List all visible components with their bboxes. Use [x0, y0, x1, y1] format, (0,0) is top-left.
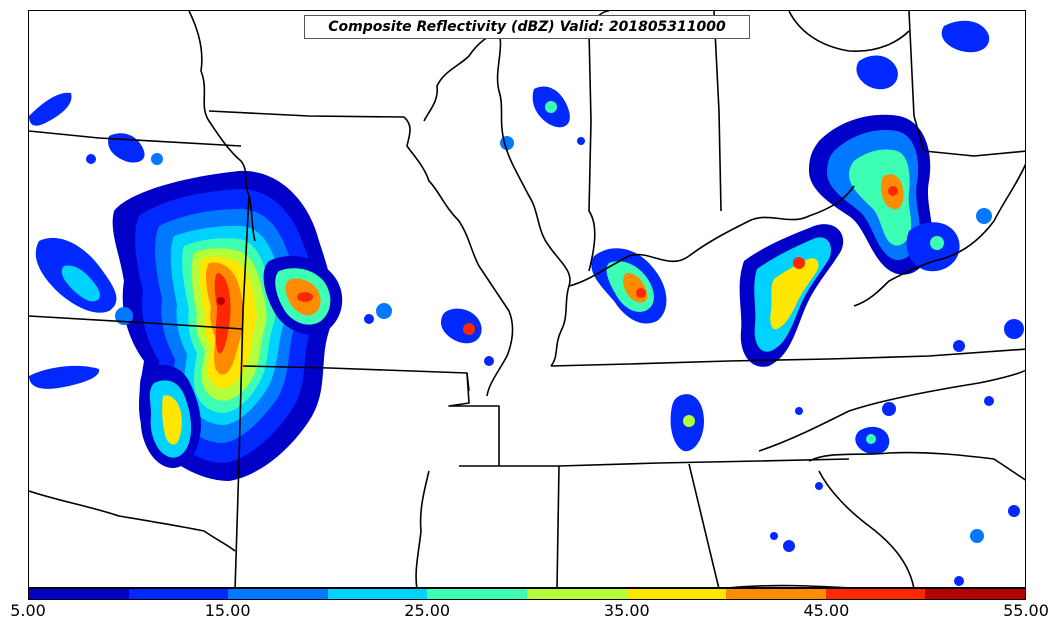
colorbar-segment-7: [726, 589, 826, 599]
boundary-illinois-river: [496, 30, 571, 367]
echo-northern-cluster: [108, 133, 145, 163]
echo-central-cell-outer: [441, 308, 482, 344]
echo-ne-top-2: [941, 20, 990, 53]
echo-ne-dot-1: [976, 208, 992, 224]
echo-se-9: [954, 576, 964, 586]
echo-southeast: [770, 396, 1020, 586]
boundary-mo-ar: [448, 372, 500, 466]
echo-ne-dot-2: [1004, 319, 1024, 339]
boundary-iowa-south: [208, 110, 405, 118]
echo-ohio-valley: [591, 248, 667, 324]
boundary-carolinas: [808, 451, 1025, 481]
echo-se-5: [1008, 505, 1020, 517]
boundary-ohio-river: [568, 185, 855, 287]
colorbar-tick-label: 15.00: [204, 601, 251, 620]
echo-se-10: [815, 482, 823, 490]
echo-southwest-arm-core: [162, 395, 182, 445]
colorbar-tick-label: 25.00: [404, 601, 451, 620]
colorbar-segment-5: [526, 589, 627, 599]
echo-se-4: [984, 396, 994, 406]
echo-western-complex: [29, 92, 392, 482]
radar-echoes: [29, 20, 1024, 586]
reflectivity-map: [28, 10, 1026, 588]
echo-se-3: [795, 407, 803, 415]
boundary-kentucky-tn: [550, 348, 1025, 367]
colorbar-segment-8: [825, 589, 926, 599]
echo-eastern-cells-red: [297, 292, 313, 302]
echo-west-streak: [29, 365, 100, 389]
map-title: Composite Reflectivity (dBZ) Valid: 2018…: [304, 15, 750, 39]
echo-east-mountain-core: [930, 236, 944, 250]
echo-kentucky-cells-core: [683, 415, 695, 427]
echo-north-cell-1-core: [545, 101, 557, 113]
echo-far-west-band-core: [61, 265, 100, 302]
boundary-in-oh: [713, 11, 722, 212]
colorbar-segment-1: [128, 589, 229, 599]
echo-central-cells: [441, 308, 494, 366]
echo-central-cell-core: [463, 323, 475, 335]
boundary-texas-ok: [29, 490, 236, 552]
echo-nw-corner: [29, 92, 72, 126]
echo-west-dot-4: [364, 314, 374, 324]
boundary-kentucky-va: [853, 163, 1025, 307]
echo-east-line-core: [770, 258, 819, 330]
echo-ne-dot-3: [953, 340, 965, 352]
echo-ne-red: [888, 186, 898, 196]
boundary-louisiana: [415, 470, 430, 587]
colorbar-segment-6: [626, 589, 727, 599]
boundary-missouri-river: [188, 11, 256, 242]
colorbar-tick-label: 55.00: [1003, 601, 1049, 620]
echo-ne-green: [849, 149, 912, 246]
boundary-tn-south: [459, 458, 850, 467]
colorbar-segment-0: [29, 589, 129, 599]
colorbar: [28, 588, 1026, 600]
boundary-pa-oh: [908, 11, 915, 117]
echo-north-cell-3: [577, 137, 585, 145]
boundary-wv: [913, 115, 1025, 157]
boundary-sc-ga: [818, 470, 915, 587]
boundary-kansas-south: [29, 315, 244, 330]
echo-west-dot-3: [376, 303, 392, 319]
echo-west-dot-2: [151, 153, 163, 165]
colorbar-segment-3: [327, 589, 428, 599]
boundary-il-in: [588, 30, 596, 272]
echo-se-8: [770, 532, 778, 540]
echo-ohio-red: [636, 288, 646, 298]
boundary-nebraska-south: [29, 130, 242, 147]
echo-se-1-core: [866, 434, 876, 444]
boundary-al-ga: [688, 463, 720, 587]
echo-se-7: [783, 540, 795, 552]
colorbar-tick-label: 5.00: [10, 601, 46, 620]
echo-western-core-red: [214, 273, 231, 354]
boundary-lake-erie: [788, 11, 910, 52]
boundary-ms-al: [556, 465, 560, 587]
echo-ne-top: [856, 55, 898, 90]
boundary-florida-panhandle: [730, 584, 849, 587]
colorbar-segment-9: [925, 589, 1025, 599]
echo-east-line: [670, 224, 844, 452]
echo-western-core-darkred: [217, 297, 225, 305]
boundary-kansas-mo: [234, 195, 250, 587]
map-canvas: [29, 11, 1025, 587]
echo-north-cells: [500, 86, 585, 150]
echo-east-line-red: [793, 257, 805, 269]
colorbar-segment-4: [427, 589, 527, 599]
echo-central-dot: [484, 356, 494, 366]
echo-northeast-cluster: [809, 20, 1024, 352]
echo-north-cell-2: [500, 136, 514, 150]
boundary-va-nc: [758, 369, 1025, 452]
colorbar-segment-2: [228, 589, 328, 599]
colorbar-tick-label: 45.00: [803, 601, 850, 620]
colorbar-tick-label: 35.00: [603, 601, 650, 620]
echo-se-2: [882, 402, 896, 416]
echo-west-dot-1: [86, 154, 96, 164]
echo-se-6: [970, 529, 984, 543]
boundary-iowa-mo: [403, 116, 514, 397]
